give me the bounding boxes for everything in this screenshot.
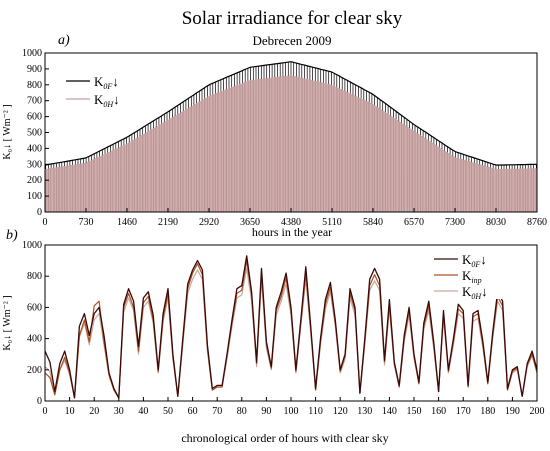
y-tick-label: 600 [27,112,42,123]
series-k0f-envelope [44,61,538,166]
y-tick-label: 200 [27,365,42,376]
y-tick-label: 200 [27,175,42,186]
y-tick-label: 0 [37,207,42,218]
x-tick-label: 5840 [363,217,383,228]
x-tick-label: 5110 [322,217,342,228]
x-tick-label: 730 [79,217,94,228]
panel-b-label: b) [6,228,18,243]
y-tick-label: 100 [27,191,42,202]
x-tick-label: 8030 [486,217,506,228]
x-tick-label: 0 [43,217,48,228]
x-tick-label: 90 [261,406,271,417]
figure-title: Solar irradiance for clear sky [182,8,403,29]
x-tick-label: 8760 [527,217,547,228]
y-tick-label: 0 [37,396,42,407]
y-tick-label: 1000 [22,240,42,251]
x-tick-label: 50 [163,406,173,417]
panel-a-legend: K0F↓ K0H↓ [66,74,120,109]
x-tick-label: 7300 [445,217,465,228]
y-tick-label: 700 [27,96,42,107]
panel-a-y-axis-label: K₀↓ [ Wm⁻² ] [2,104,13,159]
x-tick-label: 2920 [199,217,219,228]
x-tick-label: 80 [237,406,247,417]
x-tick-label: 0 [43,406,48,417]
y-tick-label: 600 [27,302,42,313]
legend-label-b-k0f: K0F↓ [462,252,487,269]
x-tick-label: 120 [333,406,348,417]
legend-label-b-kinp: Kinp [462,268,482,285]
panel-b-x-ticks: 0 10 20 30 40 50 60 70 80 90 100 110 120 130 140 150 160… [43,397,545,417]
x-tick-label: 70 [212,406,222,417]
x-tick-label: 160 [431,406,446,417]
x-tick-label: 200 [530,406,545,417]
x-tick-label: 190 [505,406,520,417]
x-tick-label: 6570 [404,217,424,228]
x-tick-label: 4380 [281,217,301,228]
legend-label-k0f: K0F↓ [94,74,119,91]
panel-a: a) Debrecen 2009 0 730 1460 2190 2920 3650 438… [2,33,547,239]
y-tick-label: 500 [27,128,42,139]
x-tick-label: 40 [138,406,148,417]
panel-a-x-ticks: 0 730 1460 2190 2920 3650 4380 5110 5840 6570 7300… [43,208,547,228]
x-tick-label: 110 [308,406,323,417]
x-tick-label: 100 [284,406,299,417]
x-tick-label: 180 [480,406,495,417]
x-tick-label: 10 [65,406,75,417]
y-tick-label: 900 [27,64,42,75]
x-tick-label: 3650 [240,217,260,228]
legend-label-b-k0h: K0H↓ [462,284,488,301]
y-tick-label: 400 [27,143,42,154]
panel-a-x-axis-label: hours in the year [252,225,332,239]
legend-label-k0h: K0H↓ [94,92,120,109]
x-tick-label: 1460 [117,217,137,228]
y-tick-label: 800 [27,271,42,282]
x-tick-label: 20 [89,406,99,417]
x-tick-label: 150 [407,406,422,417]
y-tick-label: 300 [27,159,42,170]
y-tick-label: 800 [27,80,42,91]
x-tick-label: 130 [357,406,372,417]
x-tick-label: 170 [456,406,471,417]
series-k0h-spikes [45,75,537,212]
panel-a-plot [44,61,538,212]
x-tick-label: 140 [382,406,397,417]
panel-a-y-ticks: 0 100 200 300 400 500 600 700 800 900 1000 [22,48,49,218]
panel-b-x-axis-label: chronological order of hours with clear … [181,431,388,445]
x-tick-label: 30 [114,406,124,417]
panel-b-legend: K0F↓ Kinp K0H↓ [432,249,532,301]
panel-a-label: a) [58,33,70,48]
x-tick-label: 2190 [158,217,178,228]
y-tick-label: 400 [27,334,42,345]
panel-b: b) 0 10 20 30 40 50 60 70 80 90 100 110 120 130 140 150… [2,228,545,445]
panel-a-subtitle: Debrecen 2009 [252,33,331,48]
series-k0f-line [44,255,538,399]
x-tick-label: 60 [188,406,198,417]
y-tick-label: 1000 [22,48,42,59]
panel-b-y-ticks: 0 200 400 600 800 1000 [22,240,49,407]
panel-b-y-axis-label: K₀↓ [ Wm⁻² ] [2,295,13,350]
panel-b-plot [44,255,538,399]
